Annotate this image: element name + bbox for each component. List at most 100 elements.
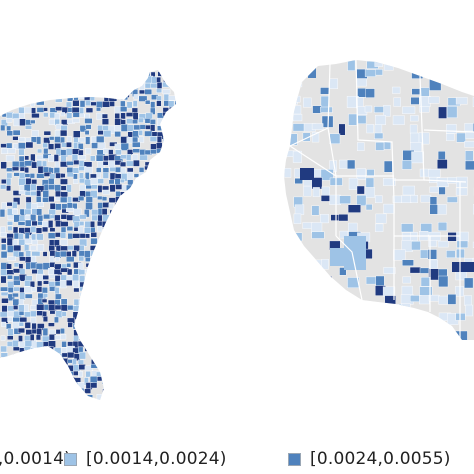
county-cell [36, 304, 45, 311]
county-cell [168, 184, 176, 190]
county-cell [96, 107, 102, 112]
county-cell [6, 117, 13, 123]
county-cell [163, 70, 173, 75]
county-cell [156, 298, 164, 305]
county-cell [0, 345, 7, 353]
county-cell [85, 202, 93, 211]
county-cell [356, 78, 367, 87]
county-cell [138, 136, 145, 143]
county-cell [120, 263, 129, 269]
county-cell [162, 346, 169, 355]
county-cell [102, 394, 111, 400]
county-cell [420, 320, 428, 332]
county-cell [102, 172, 109, 179]
county-cell [35, 359, 45, 365]
county-cell [418, 132, 430, 145]
county-cell [162, 256, 170, 262]
county-cell [90, 363, 99, 369]
county-cell [96, 274, 102, 279]
county-cell [175, 190, 176, 199]
county-cell [19, 317, 28, 323]
county-cell [66, 279, 73, 287]
county-cell [54, 184, 61, 192]
county-cell [24, 322, 31, 329]
county-cell [77, 382, 85, 390]
county-cell [1, 321, 7, 327]
county-cell [109, 371, 118, 379]
county-cell [169, 118, 175, 126]
county-cell [121, 280, 127, 286]
county-cell [7, 221, 14, 226]
county-cell [18, 299, 24, 306]
county-cell [90, 232, 98, 238]
county-cell [73, 95, 79, 101]
county-cell [151, 250, 158, 259]
county-cell [109, 359, 117, 366]
county-cell [293, 95, 301, 103]
county-cell [97, 76, 104, 81]
county-cell [120, 346, 129, 354]
county-cell [32, 401, 39, 409]
county-cell [96, 394, 105, 400]
county-cell [36, 100, 45, 106]
county-cell [138, 353, 145, 360]
county-cell [90, 329, 97, 336]
county-cell [446, 106, 458, 119]
county-cell [97, 238, 106, 246]
county-cell [383, 160, 393, 173]
county-cell [311, 268, 322, 280]
county-cell [0, 124, 6, 131]
county-cell [437, 70, 446, 80]
county-cell [115, 239, 124, 245]
county-cell [161, 226, 170, 234]
county-cell [456, 240, 469, 248]
county-cell [150, 143, 157, 150]
county-cell [132, 203, 141, 210]
county-cell [79, 292, 86, 297]
county-cell [138, 95, 148, 102]
county-cell [25, 394, 34, 400]
county-cell [162, 309, 168, 318]
county-cell [89, 155, 96, 162]
county-cell [66, 77, 74, 82]
county-cell [103, 322, 111, 328]
county-cell [127, 394, 134, 400]
county-cell [36, 173, 45, 179]
county-cell [20, 402, 26, 407]
county-cell [132, 100, 138, 107]
county-cell [12, 87, 18, 96]
county-cell [119, 377, 128, 385]
county-cell [19, 118, 27, 126]
county-cell [0, 286, 8, 292]
county-cell [149, 341, 158, 349]
county-cell [120, 274, 126, 280]
county-cell [79, 322, 85, 327]
county-cell [156, 154, 162, 162]
county-cell [401, 223, 414, 233]
county-cell [84, 310, 90, 318]
county-cell [43, 76, 49, 82]
county-cell [71, 358, 77, 366]
county-cell [115, 269, 124, 275]
county-cell [151, 401, 158, 408]
county-cell [67, 94, 74, 102]
county-cell [72, 389, 80, 397]
legend: [0,0.0014) [0.0014,0.0024) [0.0024,0.0055) [0, 442, 474, 474]
county-cell [24, 166, 30, 174]
county-cell [420, 277, 431, 287]
county-cell [120, 322, 129, 328]
county-cell [30, 153, 36, 162]
county-cell [24, 155, 30, 161]
county-cell [12, 346, 20, 351]
county-cell [133, 347, 141, 355]
county-cell [375, 213, 387, 224]
county-cell [90, 250, 96, 257]
county-cell [96, 83, 104, 91]
county-cell [25, 94, 32, 101]
county-cell [66, 263, 72, 268]
county-cell [410, 331, 423, 338]
county-cell [109, 209, 115, 217]
county-cell [138, 359, 146, 367]
county-cell [156, 346, 162, 352]
county-cell [73, 402, 78, 407]
